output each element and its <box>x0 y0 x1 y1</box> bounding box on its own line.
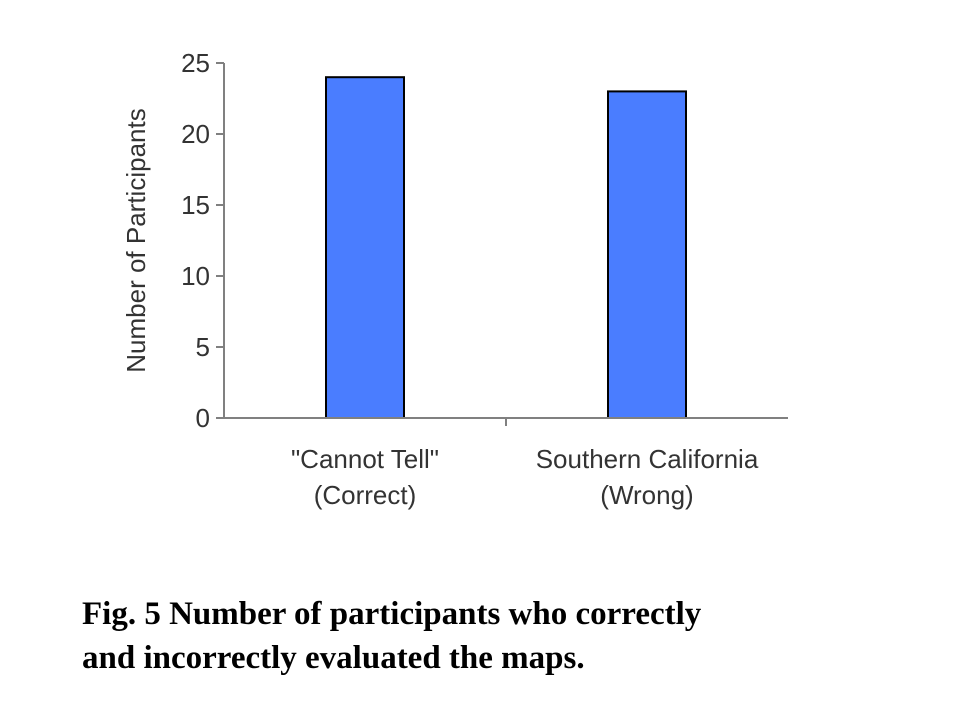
caption-line-2: and incorrectly evaluated the maps. <box>82 640 585 676</box>
y-tick-label: 0 <box>196 403 210 433</box>
y-tick-label: 15 <box>181 190 210 220</box>
x-category-label: Southern California <box>536 444 759 474</box>
y-axis-title: Number of Participants <box>121 108 151 372</box>
bar-1 <box>325 76 405 419</box>
y-tick-label: 20 <box>181 119 210 149</box>
x-axis-labels: "Cannot Tell" (Correct) Southern Californi… <box>291 418 759 510</box>
bar-chart: 0 5 10 15 20 25 "Cannot Tell" (Correct) Souther… <box>121 48 788 510</box>
y-tick-label: 10 <box>181 261 210 291</box>
x-category-label: (Correct) <box>314 480 417 510</box>
bar-2 <box>607 90 687 420</box>
bars <box>325 76 687 420</box>
x-category-label: "Cannot Tell" <box>291 444 439 474</box>
caption-line-1: Fig. 5 Number of participants who correc… <box>82 596 702 632</box>
x-category-label: (Wrong) <box>600 480 693 510</box>
y-axis-ticks: 0 5 10 15 20 25 <box>181 48 224 433</box>
y-tick-label: 5 <box>196 332 210 362</box>
y-tick-label: 25 <box>181 48 210 78</box>
figure-caption: Fig. 5 Number of participants who correc… <box>82 592 902 680</box>
